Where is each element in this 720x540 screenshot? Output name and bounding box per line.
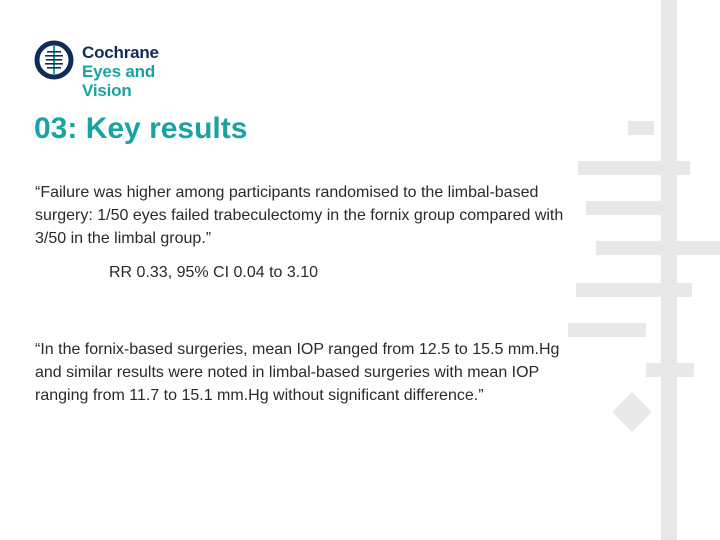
cochrane-logo: Cochrane Eyes and Vision [34,40,204,100]
slide-title: 03: Key results [34,112,248,145]
cochrane-logo-icon [34,40,74,80]
quote-iop-results: “In the fornix-based surgeries, mean IOP… [35,341,560,404]
logo-line-eyes-and-vision: Eyes and Vision [82,62,156,100]
quote-failure-rate: “Failure was higher among participants r… [35,184,564,247]
risk-ratio-statistic: RR 0.33, 95% CI 0.04 to 3.10 [109,264,319,281]
logo-line-cochrane: Cochrane [82,43,159,62]
